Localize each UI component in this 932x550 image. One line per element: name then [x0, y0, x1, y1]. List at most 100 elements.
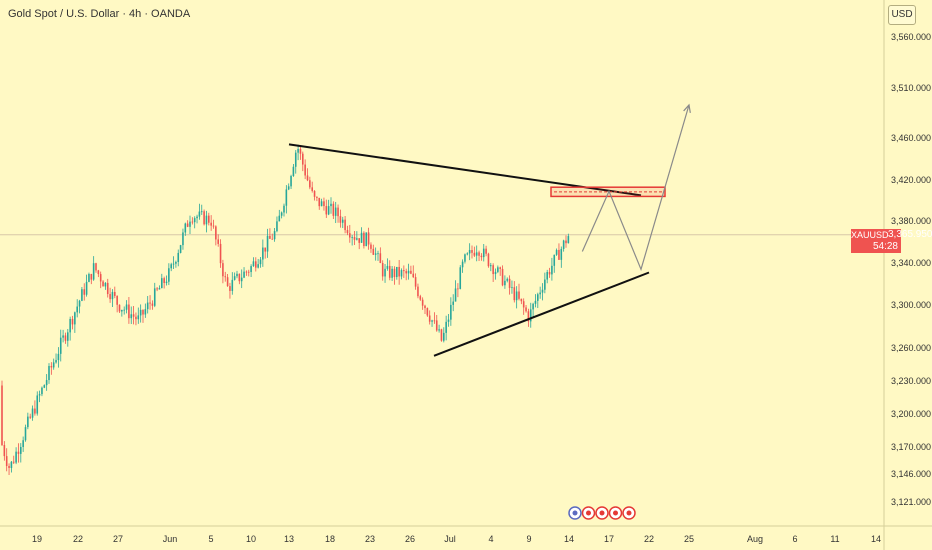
x-tick-label: Jul — [444, 534, 456, 544]
x-tick-label: Aug — [747, 534, 763, 544]
projection-arrowhead — [683, 103, 691, 113]
candle-body — [123, 309, 125, 311]
candle-body — [497, 267, 499, 272]
candle-body — [111, 291, 114, 300]
candle-body — [247, 271, 250, 273]
lower-trendline[interactable] — [433, 271, 650, 357]
candle-body — [76, 306, 78, 313]
candle-body — [292, 166, 295, 177]
resistance-zone[interactable] — [550, 186, 666, 198]
candle-body — [128, 304, 130, 319]
candle-body — [346, 230, 349, 234]
candle-body — [158, 288, 161, 290]
candle-body — [341, 219, 344, 223]
candle-body — [454, 288, 457, 302]
candle-body — [118, 304, 121, 312]
candle-body — [461, 261, 464, 268]
candle-body — [386, 265, 389, 269]
candle-body — [144, 309, 147, 315]
candle-body — [255, 261, 257, 268]
candle-body — [205, 215, 208, 225]
candle-body — [102, 281, 104, 287]
candle-body — [534, 300, 537, 304]
event-marker-dot — [599, 510, 605, 516]
y-tick-label: 3,200.000 — [891, 409, 931, 419]
candle-body — [146, 302, 149, 310]
countdown-label: 54:28 — [872, 241, 898, 252]
candle-body — [45, 380, 48, 386]
candle-body — [226, 277, 229, 287]
candle-body — [179, 245, 182, 253]
candle-body — [407, 270, 410, 274]
candle-body — [186, 223, 189, 227]
candle-body — [424, 305, 426, 309]
candle-body — [193, 218, 196, 223]
x-tick-label: 19 — [32, 534, 42, 544]
candle-body — [299, 148, 302, 154]
candle-body — [191, 221, 194, 223]
candle-body — [327, 206, 330, 215]
candle-body — [59, 337, 62, 354]
candle-body — [560, 248, 563, 260]
currency-button[interactable]: USD — [888, 5, 916, 25]
y-tick-label: 3,121.000 — [891, 497, 931, 507]
candle-body — [106, 282, 109, 295]
candle-body — [116, 295, 118, 305]
candle-body — [487, 253, 490, 267]
candle-body — [377, 253, 379, 255]
candle-body — [363, 232, 365, 247]
candle-body — [379, 253, 382, 264]
candle-body — [482, 248, 485, 258]
projection-path[interactable] — [581, 104, 690, 272]
candle-body — [431, 320, 433, 322]
candle-body — [287, 186, 290, 190]
candle-body — [372, 248, 375, 255]
candle-body — [546, 272, 548, 280]
candle-body — [440, 329, 443, 341]
candle-body — [457, 288, 459, 290]
chart-title: Gold Spot / U.S. Dollar · 4h · OANDA — [8, 8, 191, 20]
candle-body — [506, 278, 509, 281]
candle-body — [410, 270, 412, 274]
candle-body — [252, 261, 255, 267]
candle-body — [24, 427, 27, 441]
candle-body — [565, 240, 567, 244]
candle-body — [555, 249, 558, 255]
candle-body — [130, 314, 133, 319]
candle-body — [356, 238, 358, 240]
candle-body — [156, 288, 158, 290]
candle-body — [391, 268, 393, 278]
candle-body — [400, 270, 403, 277]
candle-body — [398, 266, 400, 277]
candle-body — [83, 289, 86, 295]
candle-body — [245, 271, 248, 273]
candle-body — [539, 292, 541, 295]
x-tick-label: 6 — [792, 534, 797, 544]
x-tick-label: 23 — [365, 534, 375, 544]
candle-body — [238, 273, 241, 282]
candle-body — [435, 320, 438, 331]
candle-body — [224, 276, 227, 278]
candle-body — [492, 265, 494, 275]
candle-body — [532, 303, 534, 310]
candle-body — [428, 315, 431, 322]
candle-body — [433, 320, 436, 322]
candle-body — [31, 408, 34, 418]
candle-body — [184, 223, 187, 233]
candle-body — [280, 212, 283, 216]
candle-body — [259, 259, 262, 265]
candle-body — [139, 309, 142, 316]
candle-body — [222, 263, 224, 277]
candle-body — [137, 315, 140, 320]
candle-body — [504, 280, 506, 286]
candle-body — [537, 294, 539, 301]
y-tick-label: 3,300.000 — [891, 300, 931, 310]
candle-body — [196, 216, 198, 219]
candle-body — [215, 226, 217, 240]
candle-body — [403, 270, 405, 272]
x-tick-label: 18 — [325, 534, 335, 544]
candle-body — [22, 440, 24, 447]
candle-body — [64, 335, 67, 341]
candle-body — [99, 274, 102, 282]
